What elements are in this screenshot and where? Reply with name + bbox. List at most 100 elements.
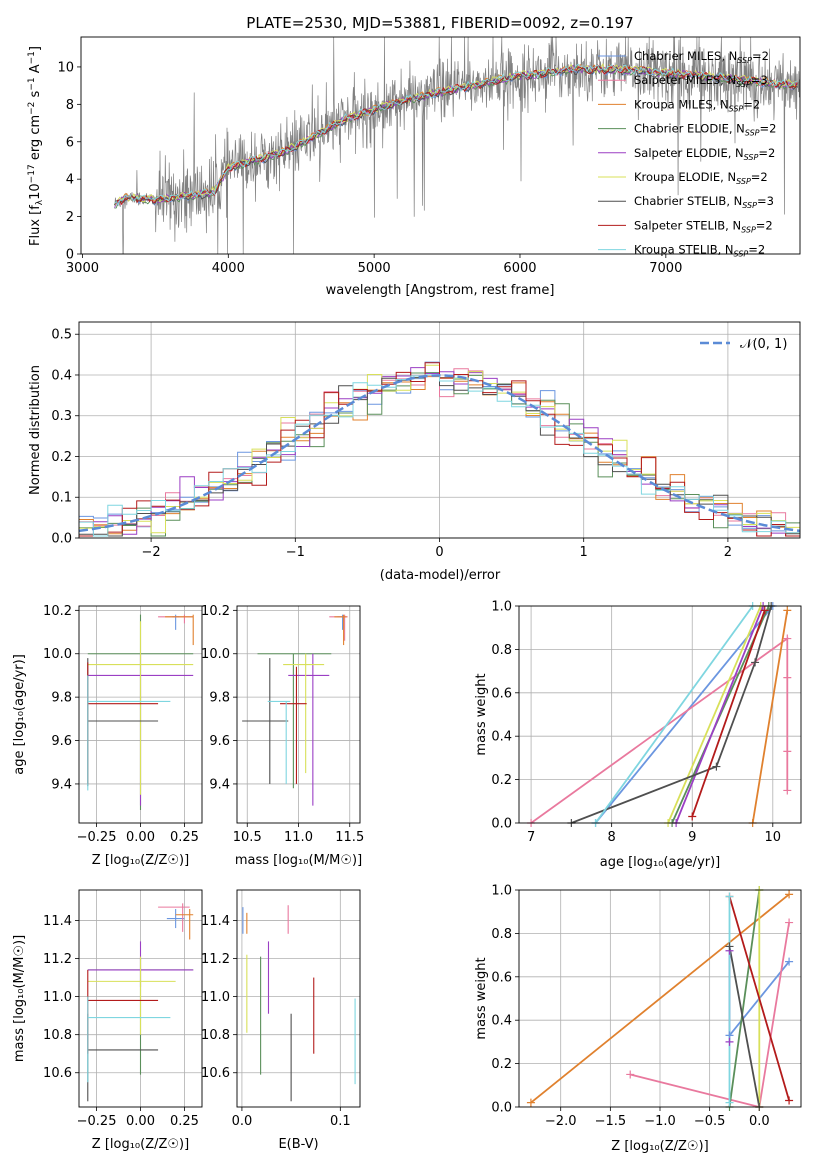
legend-text: Chabrier STELIB, N: [634, 194, 742, 208]
y-tick-label: 0.5: [51, 328, 72, 343]
y-tick-label: 8: [66, 98, 74, 113]
axes-frame: [236, 889, 361, 1108]
y-tick-label: 4: [66, 173, 74, 188]
y-tick-label: 0.1: [51, 491, 72, 506]
y-axis-label-part: λ: [35, 199, 45, 205]
x-tick-label: 0.00: [126, 1114, 155, 1129]
point-marker-3: [785, 890, 794, 899]
legend-value: =2: [748, 243, 765, 257]
x-tick-label: 0.25: [170, 1114, 199, 1129]
y-tick-label: 10.8: [201, 1028, 230, 1043]
legend-value: =2: [760, 122, 777, 136]
plot-area: [79, 606, 202, 823]
axes-frame: [518, 605, 802, 824]
axes-frame: [78, 889, 203, 1108]
y-tick-label: 10.0: [43, 647, 72, 662]
point-marker-2: [783, 786, 792, 795]
legend-text: Chabrier ELODIE, N: [634, 122, 745, 136]
panel-spectrum: 3000 4000 5000 6000 7000 0 2 4 6 8 10 wavelength [A…: [27, 36, 801, 298]
x-tick-label: 0.00: [126, 830, 155, 845]
axes-frame: [78, 321, 801, 539]
x-tick-label: −2.0: [545, 1114, 577, 1129]
x-axis-label: wavelength [Angstrom, rest frame]: [326, 283, 555, 298]
panel-residuals: −2 −1 0 1 2 0.0 0.1 0.2 0.3 0.4 0.5 𝒩(0, 1) (data-mo…: [28, 321, 801, 583]
series-line-5: [675, 606, 764, 823]
y-tick-label: 9.8: [209, 691, 230, 706]
x-axis-label: age [log₁₀(age/yr)]: [600, 855, 721, 870]
x-axis-label: E(B-V): [278, 1137, 318, 1152]
point-marker-8: [785, 1096, 794, 1105]
y-axis-label: mass weight: [474, 673, 489, 755]
x-axis-label: Z [log₁₀(Z/Z☉)]: [92, 853, 189, 868]
x-tick-label: 0: [435, 545, 443, 560]
y-tick-label: 0.0: [51, 532, 72, 547]
y-tick-label: 0.3: [51, 409, 72, 424]
x-tick-label: −0.25: [77, 830, 117, 845]
y-tick-label: 9.6: [209, 734, 230, 749]
x-tick-label: 0.25: [170, 830, 199, 845]
x-tick-label: −1: [286, 545, 305, 560]
y-tick-label: 0.0: [491, 817, 512, 832]
x-tick-label: 1: [580, 545, 588, 560]
plot-area: [519, 606, 801, 823]
legend-text: Kroupa MILES, N: [634, 97, 729, 111]
point-marker-2: [783, 747, 792, 756]
point-marker-8: [760, 606, 769, 615]
x-tick-label: 10: [765, 830, 782, 845]
plot-area: [237, 606, 360, 823]
series-line-7: [728, 946, 761, 1107]
series-line-2: [629, 922, 790, 1107]
y-axis-label: age [log₁₀(age/yr)]: [12, 654, 27, 775]
y-tick-label: 11.0: [43, 990, 72, 1005]
y-axis-label: Flux [fλ10−17 erg cm−2 s−1 A−1]: [27, 46, 45, 246]
normal-curve: [79, 374, 800, 533]
point-marker-1: [785, 957, 794, 966]
y-tick-label: 11.4: [43, 914, 72, 929]
point-marker-3: [526, 1098, 535, 1107]
point-marker-7: [751, 658, 760, 667]
point-marker-7: [712, 762, 721, 771]
legend-sub: SSP: [729, 104, 744, 113]
axes-frame: [78, 605, 203, 824]
legend-value: =2: [743, 97, 760, 111]
plot-area: [237, 890, 360, 1107]
panel-massweight-vs-age: 7 8 9 10 0.0 0.2 0.4 0.6 0.8 1.0 age [log₁₀(age/yr…: [474, 600, 802, 870]
model-spectrum-7: [114, 66, 798, 206]
legend-sub: SSP: [734, 250, 749, 259]
y-tick-label: 10.6: [201, 1066, 230, 1081]
plot-area: [519, 890, 801, 1107]
point-marker-2: [783, 673, 792, 682]
y-tick-label: 10.2: [201, 604, 230, 619]
y-tick-label: 1.0: [491, 884, 512, 899]
legend-label-1: Chabrier MILES, NSSP=2: [634, 49, 769, 65]
x-tick-label: 0.0: [749, 1114, 770, 1129]
figure-title: PLATE=2530, MJD=53881, FIBERID=0092, z=0…: [246, 14, 633, 32]
y-tick-label: 0.8: [491, 927, 512, 942]
y-axis-label-part: erg cm: [28, 115, 43, 164]
y-tick-label: 0.0: [491, 1101, 512, 1116]
y-tick-label: 0.4: [491, 1014, 512, 1029]
legend-label-normal: 𝒩(0, 1): [740, 337, 787, 352]
legend-text: Salpeter STELIB, N: [634, 218, 741, 232]
panel-mass-vs-EBV: 0.0 0.1 10.6 10.8 11.0 11.2 11.4 E(B-V): [201, 889, 361, 1152]
x-tick-label: 3000: [66, 261, 99, 276]
x-axis-label: mass [log₁₀(M/M☉)]: [235, 853, 362, 868]
y-tick-label: 9.4: [51, 777, 72, 792]
x-tick-label: 10.5: [233, 830, 262, 845]
series-line-3: [530, 893, 790, 1104]
y-axis-label-part: ]: [28, 46, 43, 51]
plot-area: [114, 37, 800, 254]
point-marker-2: [785, 918, 794, 927]
series-line-6: [667, 606, 762, 823]
x-tick-label: 9: [688, 830, 696, 845]
point-marker-9: [725, 1098, 734, 1107]
legend-text: Salpeter ELODIE, N: [634, 146, 744, 160]
point-marker-9: [725, 892, 734, 901]
legend-label-2: Salpeter MILES, NSSP=3: [634, 73, 768, 89]
legend-text: Chabrier MILES, N: [634, 49, 737, 63]
y-tick-label: 0.6: [491, 686, 512, 701]
histogram-9: [79, 374, 800, 537]
legend-sub: SSP: [741, 225, 756, 234]
series-line-3: [751, 610, 789, 823]
y-axis-label-part: Flux [f: [28, 205, 43, 246]
